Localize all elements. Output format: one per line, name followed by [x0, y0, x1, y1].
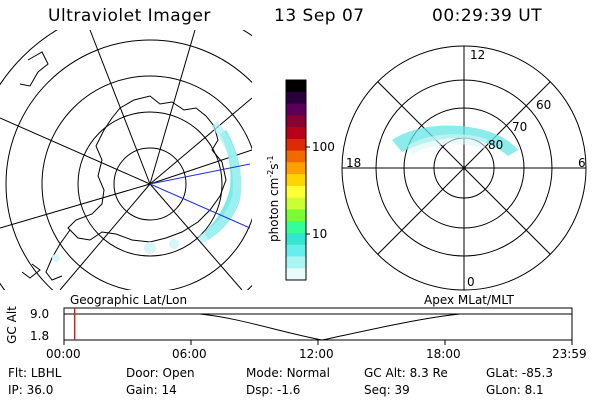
colorbar-cell [286, 244, 306, 257]
timeline-x-tick-3: 18:00 [426, 347, 461, 361]
instrument-title: Ultraviolet Imager [48, 6, 211, 26]
meta-seq: Seq: 39 [364, 383, 410, 397]
mlat-label-80: 80 [488, 138, 504, 152]
mlt-label-6: 6 [578, 156, 586, 170]
colorbar-cell [286, 150, 306, 163]
mlat-label-70: 70 [512, 120, 528, 134]
meta-mode: Mode: Normal [246, 366, 330, 380]
geographic-map-label: Geographic Lat/Lon [70, 293, 188, 307]
mlt-label-0: 0 [467, 275, 475, 289]
mlat-label-60: 60 [536, 98, 552, 112]
meta-ip: IP: 36.0 [8, 383, 54, 397]
colorbar-cell [286, 91, 306, 105]
colorbar-tick-100: 100 [312, 140, 335, 154]
meta-dsp: Dsp: -1.6 [246, 383, 301, 397]
colorbar-cell [286, 115, 306, 128]
aurora-emission-right [392, 125, 518, 156]
sun-direction-line [149, 183, 251, 229]
timeline-x-tick-1: 06:00 [172, 347, 207, 361]
colorbar-cell [286, 256, 306, 269]
colorbar-cell [286, 232, 306, 246]
observation-time: 00:29:39 UT [432, 6, 543, 26]
meta-door: Door: Open [126, 366, 195, 380]
colorbar-cell [286, 127, 306, 140]
geographic-map [0, 30, 252, 290]
aurora-emission-left [52, 121, 242, 262]
magnetic-map [341, 45, 587, 291]
colorbar-cell [286, 197, 306, 210]
altitude-curve [64, 313, 572, 341]
mlt-label-18: 18 [346, 156, 362, 170]
colorbar-cell [286, 174, 306, 187]
timeline-y-axis-label: GC Alt [5, 306, 19, 344]
colorbar-cell [286, 138, 306, 152]
meta-glon: GLon: 8.1 [486, 383, 544, 397]
timeline-x-tick-0: 00:00 [46, 347, 81, 361]
timeline-x-tick-2: 12:00 [299, 347, 334, 361]
terminator-line [149, 163, 251, 185]
timeline-y-tick-low: 1.8 [30, 329, 50, 343]
colorbar-cell [286, 103, 306, 116]
colorbar-unit-label: photon cm-2s-1 [266, 155, 281, 242]
observation-date: 13 Sep 07 [274, 6, 365, 26]
timeline-plot [63, 307, 573, 345]
colorbar-cell [286, 80, 306, 93]
colorbar [285, 79, 310, 281]
meta-gc-alt: GC Alt: 8.3 Re [364, 366, 448, 380]
magnetic-map-label: Apex MLat/MLT [424, 293, 514, 307]
colorbar-cell [286, 185, 306, 199]
meta-glat: GLat: -85.3 [486, 366, 553, 380]
meta-gain: Gain: 14 [126, 383, 177, 397]
colorbar-cell [286, 221, 306, 234]
mlt-label-12: 12 [470, 48, 486, 62]
meta-filter: Flt: LBHL [8, 366, 62, 380]
colorbar-tick-10: 10 [312, 227, 328, 241]
timeline-x-tick-4: 23:59 [552, 347, 587, 361]
colorbar-cell [286, 209, 306, 222]
colorbar-cell [286, 162, 306, 175]
timeline-y-tick-high: 9.0 [30, 307, 50, 321]
colorbar-cell [286, 268, 306, 281]
